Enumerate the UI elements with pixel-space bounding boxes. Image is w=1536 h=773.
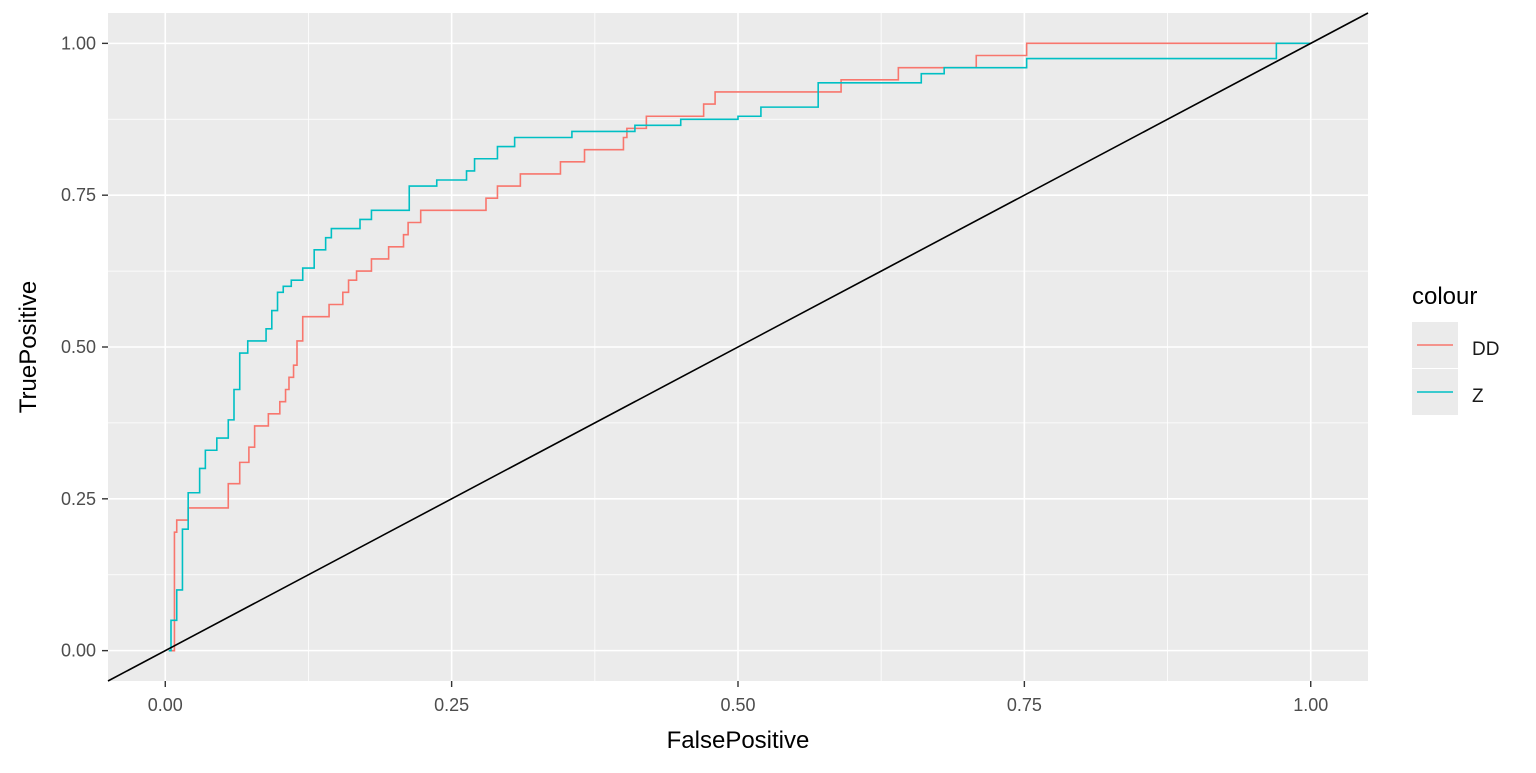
y-tick-label: 0.00 — [61, 641, 96, 661]
x-tick-label: 1.00 — [1293, 695, 1328, 715]
legend-title: colour — [1412, 283, 1477, 310]
diagonal-reference-line — [107, 12, 1369, 682]
x-tick-label: 0.50 — [720, 695, 755, 715]
series-dd-line — [168, 42, 1311, 652]
x-tick-label: 0.25 — [434, 695, 469, 715]
y-tick-label: 0.75 — [61, 185, 96, 205]
y-tick-label: 1.00 — [61, 33, 96, 53]
legend-label-dd: DD — [1472, 339, 1499, 360]
legend: colour DD Z — [1412, 283, 1499, 415]
x-tick-label: 0.75 — [1007, 695, 1042, 715]
x-tick-label: 0.00 — [148, 695, 183, 715]
x-axis-title: FalsePositive — [667, 727, 810, 754]
y-tick-label: 0.50 — [61, 337, 96, 357]
y-axis-title: TruePositive — [15, 281, 42, 414]
legend-label-z: Z — [1472, 386, 1484, 407]
y-tick-label: 0.25 — [61, 489, 96, 509]
x-axis: 0.00 0.25 0.50 0.75 1.00 — [148, 681, 1328, 715]
series-z-line — [168, 42, 1311, 652]
y-axis: 0.00 0.25 0.50 0.75 1.00 — [61, 33, 108, 661]
series-layer — [107, 12, 1369, 682]
